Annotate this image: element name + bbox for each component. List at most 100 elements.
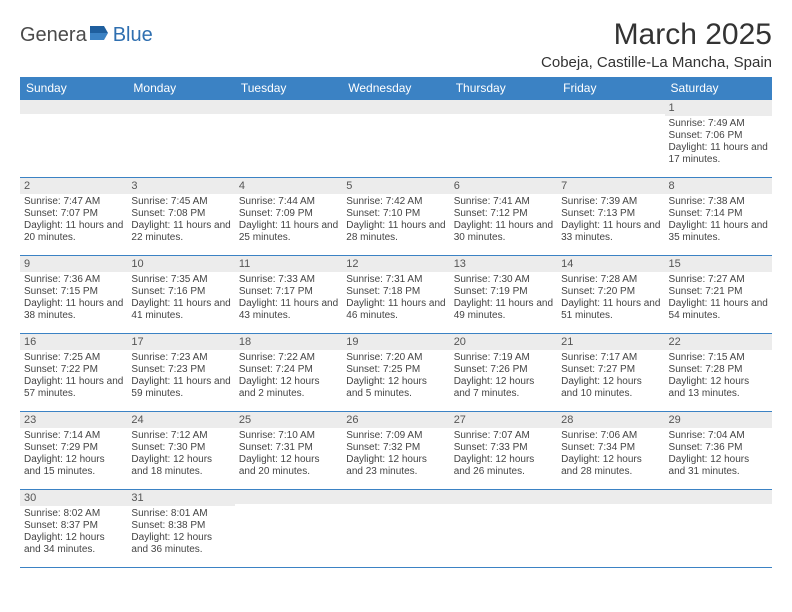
daylight-line: Daylight: 11 hours and 35 minutes. <box>669 220 768 244</box>
day-number: 27 <box>450 412 557 428</box>
calendar-day-cell <box>557 100 664 178</box>
daylight-line: Daylight: 12 hours and 36 minutes. <box>131 532 230 556</box>
calendar-day-cell <box>450 490 557 568</box>
day-details: Sunrise: 7:44 AMSunset: 7:09 PMDaylight:… <box>235 194 342 246</box>
sunrise-line: Sunrise: 7:38 AM <box>669 196 768 208</box>
sunset-line: Sunset: 7:21 PM <box>669 286 768 298</box>
day-number: 13 <box>450 256 557 272</box>
day-header: Tuesday <box>235 77 342 100</box>
day-details: Sunrise: 7:38 AMSunset: 7:14 PMDaylight:… <box>665 194 772 246</box>
sunset-line: Sunset: 7:13 PM <box>561 208 660 220</box>
calendar-day-cell: 6Sunrise: 7:41 AMSunset: 7:12 PMDaylight… <box>450 178 557 256</box>
sunrise-line: Sunrise: 7:09 AM <box>346 430 445 442</box>
day-details: Sunrise: 8:02 AMSunset: 8:37 PMDaylight:… <box>20 506 127 558</box>
day-number: 14 <box>557 256 664 272</box>
day-details: Sunrise: 7:20 AMSunset: 7:25 PMDaylight:… <box>342 350 449 402</box>
calendar-day-cell: 9Sunrise: 7:36 AMSunset: 7:15 PMDaylight… <box>20 256 127 334</box>
daylight-line: Daylight: 11 hours and 33 minutes. <box>561 220 660 244</box>
sunset-line: Sunset: 7:30 PM <box>131 442 230 454</box>
day-details: Sunrise: 7:35 AMSunset: 7:16 PMDaylight:… <box>127 272 234 324</box>
calendar-day-cell <box>235 100 342 178</box>
daylight-line: Daylight: 12 hours and 13 minutes. <box>669 376 768 400</box>
calendar-day-cell <box>235 490 342 568</box>
daylight-line: Daylight: 12 hours and 31 minutes. <box>669 454 768 478</box>
calendar-day-cell: 7Sunrise: 7:39 AMSunset: 7:13 PMDaylight… <box>557 178 664 256</box>
calendar-day-cell: 31Sunrise: 8:01 AMSunset: 8:38 PMDayligh… <box>127 490 234 568</box>
calendar-day-cell <box>20 100 127 178</box>
day-details: Sunrise: 7:10 AMSunset: 7:31 PMDaylight:… <box>235 428 342 480</box>
calendar-day-cell: 14Sunrise: 7:28 AMSunset: 7:20 PMDayligh… <box>557 256 664 334</box>
calendar-week-row: 16Sunrise: 7:25 AMSunset: 7:22 PMDayligh… <box>20 334 772 412</box>
daylight-line: Daylight: 11 hours and 28 minutes. <box>346 220 445 244</box>
day-number: 21 <box>557 334 664 350</box>
day-number: 3 <box>127 178 234 194</box>
day-details: Sunrise: 7:45 AMSunset: 7:08 PMDaylight:… <box>127 194 234 246</box>
sunset-line: Sunset: 7:28 PM <box>669 364 768 376</box>
daylight-line: Daylight: 11 hours and 43 minutes. <box>239 298 338 322</box>
day-details: Sunrise: 7:19 AMSunset: 7:26 PMDaylight:… <box>450 350 557 402</box>
sunset-line: Sunset: 7:06 PM <box>669 130 768 142</box>
daylight-line: Daylight: 11 hours and 25 minutes. <box>239 220 338 244</box>
day-details: Sunrise: 7:42 AMSunset: 7:10 PMDaylight:… <box>342 194 449 246</box>
day-header: Friday <box>557 77 664 100</box>
sunrise-line: Sunrise: 7:23 AM <box>131 352 230 364</box>
sunrise-line: Sunrise: 7:25 AM <box>24 352 123 364</box>
logo-text-part2: Blue <box>113 24 153 47</box>
day-number: 25 <box>235 412 342 428</box>
sunrise-line: Sunrise: 7:27 AM <box>669 274 768 286</box>
day-number: 1 <box>665 100 772 116</box>
day-number <box>450 490 557 504</box>
day-number <box>235 490 342 504</box>
daylight-line: Daylight: 11 hours and 20 minutes. <box>24 220 123 244</box>
calendar-day-cell: 13Sunrise: 7:30 AMSunset: 7:19 PMDayligh… <box>450 256 557 334</box>
sunset-line: Sunset: 7:15 PM <box>24 286 123 298</box>
calendar-week-row: 9Sunrise: 7:36 AMSunset: 7:15 PMDaylight… <box>20 256 772 334</box>
logo-text-part1: Genera <box>20 24 87 47</box>
sunrise-line: Sunrise: 7:28 AM <box>561 274 660 286</box>
day-details: Sunrise: 7:49 AMSunset: 7:06 PMDaylight:… <box>665 116 772 168</box>
sunrise-line: Sunrise: 7:31 AM <box>346 274 445 286</box>
sunset-line: Sunset: 7:31 PM <box>239 442 338 454</box>
sunrise-line: Sunrise: 7:17 AM <box>561 352 660 364</box>
calendar-day-cell: 24Sunrise: 7:12 AMSunset: 7:30 PMDayligh… <box>127 412 234 490</box>
calendar-week-row: 1Sunrise: 7:49 AMSunset: 7:06 PMDaylight… <box>20 100 772 178</box>
sunrise-line: Sunrise: 7:47 AM <box>24 196 123 208</box>
sunset-line: Sunset: 7:19 PM <box>454 286 553 298</box>
sunrise-line: Sunrise: 7:22 AM <box>239 352 338 364</box>
sunrise-line: Sunrise: 7:12 AM <box>131 430 230 442</box>
day-number: 29 <box>665 412 772 428</box>
daylight-line: Daylight: 11 hours and 30 minutes. <box>454 220 553 244</box>
sunrise-line: Sunrise: 7:41 AM <box>454 196 553 208</box>
day-header: Wednesday <box>342 77 449 100</box>
sunrise-line: Sunrise: 7:19 AM <box>454 352 553 364</box>
calendar-day-cell: 25Sunrise: 7:10 AMSunset: 7:31 PMDayligh… <box>235 412 342 490</box>
calendar-table: Sunday Monday Tuesday Wednesday Thursday… <box>20 77 772 568</box>
sunset-line: Sunset: 7:20 PM <box>561 286 660 298</box>
day-details: Sunrise: 8:01 AMSunset: 8:38 PMDaylight:… <box>127 506 234 558</box>
daylight-line: Daylight: 11 hours and 22 minutes. <box>131 220 230 244</box>
calendar-week-row: 2Sunrise: 7:47 AMSunset: 7:07 PMDaylight… <box>20 178 772 256</box>
sunset-line: Sunset: 7:10 PM <box>346 208 445 220</box>
day-number: 7 <box>557 178 664 194</box>
calendar-day-cell: 26Sunrise: 7:09 AMSunset: 7:32 PMDayligh… <box>342 412 449 490</box>
daylight-line: Daylight: 11 hours and 38 minutes. <box>24 298 123 322</box>
day-number: 22 <box>665 334 772 350</box>
sunrise-line: Sunrise: 7:06 AM <box>561 430 660 442</box>
calendar-day-cell: 15Sunrise: 7:27 AMSunset: 7:21 PMDayligh… <box>665 256 772 334</box>
daylight-line: Daylight: 12 hours and 20 minutes. <box>239 454 338 478</box>
sunrise-line: Sunrise: 7:04 AM <box>669 430 768 442</box>
day-number: 9 <box>20 256 127 272</box>
day-number: 15 <box>665 256 772 272</box>
sunset-line: Sunset: 7:16 PM <box>131 286 230 298</box>
calendar-day-cell: 18Sunrise: 7:22 AMSunset: 7:24 PMDayligh… <box>235 334 342 412</box>
day-details: Sunrise: 7:12 AMSunset: 7:30 PMDaylight:… <box>127 428 234 480</box>
day-details: Sunrise: 7:04 AMSunset: 7:36 PMDaylight:… <box>665 428 772 480</box>
day-number: 5 <box>342 178 449 194</box>
sunrise-line: Sunrise: 7:20 AM <box>346 352 445 364</box>
calendar-day-cell <box>127 100 234 178</box>
day-header: Saturday <box>665 77 772 100</box>
sunrise-line: Sunrise: 8:01 AM <box>131 508 230 520</box>
daylight-line: Daylight: 11 hours and 41 minutes. <box>131 298 230 322</box>
calendar-day-cell: 3Sunrise: 7:45 AMSunset: 7:08 PMDaylight… <box>127 178 234 256</box>
daylight-line: Daylight: 12 hours and 34 minutes. <box>24 532 123 556</box>
